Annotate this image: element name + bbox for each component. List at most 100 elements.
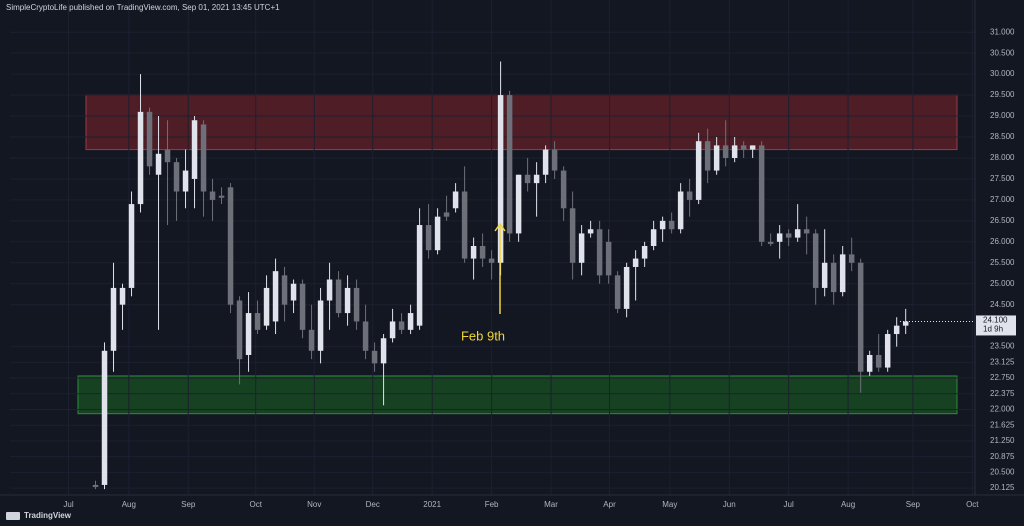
candle-body [362,321,369,351]
zones [77,94,958,415]
candle-body [416,225,423,326]
y-tick-label: 26.500 [990,216,1015,225]
y-tick-label: 27.000 [990,195,1015,204]
x-tick-label: Aug [122,500,136,509]
candle-body [407,313,414,330]
y-tick-label: 24.500 [990,300,1015,309]
candle-body [695,141,702,200]
candle-body [614,275,621,309]
zone [85,94,958,151]
x-tick-label: Mar [544,500,558,509]
candle-body [533,174,540,184]
candle-body [398,321,405,330]
candle-body [866,354,873,372]
candle-body [326,279,333,301]
candle-body [767,241,774,244]
x-tick-label: 2021 [423,500,441,509]
candle-body [587,229,594,234]
candle-body [137,111,144,205]
candle-body [470,246,477,259]
candle-body [641,246,648,259]
header: SimpleCryptoLife published on TradingVie… [6,3,280,12]
candle-body [272,271,279,322]
candle-body [497,95,504,263]
x-tick-label: Aug [841,500,855,509]
axes: 31.000 30.500 30.000 29.500 29.000 28.500 28.0… [63,27,1016,509]
y-tick-label: 20.875 [990,452,1015,461]
x-tick-label: Sep [906,500,921,509]
candle-body [893,325,900,335]
y-tick-label: 27.500 [990,174,1015,183]
candle-body [128,204,135,288]
y-tick-label: 29.000 [990,111,1015,120]
candle-body [236,300,243,360]
candle-body [506,95,513,234]
countdown: 1d 9h [983,325,1003,334]
candle-body [839,254,846,293]
y-tick-label: 23.125 [990,357,1015,366]
candle-body [731,145,738,158]
candle-body [713,145,720,171]
candle-body [659,220,666,230]
y-tick-label: 28.000 [990,153,1015,162]
price-tag-label: 24.100 [983,316,1008,325]
candle-body [452,191,459,209]
candle-body [263,287,270,326]
candle-body [722,145,729,158]
candle-body [857,262,864,372]
candle-body [668,220,675,230]
candle-body [389,321,396,339]
x-tick-label: May [662,500,677,509]
x-tick-label: Sep [181,500,196,509]
y-tick-label: 23.500 [990,342,1015,351]
candle-body [281,275,288,305]
candle-body [875,354,882,368]
candle-body [749,145,756,150]
candle-body [344,287,351,314]
candle-body [92,484,99,488]
price-tag [976,315,1016,336]
candle-body [353,287,360,322]
y-tick-label: 25.000 [990,279,1015,288]
candle-body [164,149,171,163]
candle-body [794,229,801,238]
candle-body [650,229,657,247]
candle-body [119,287,126,305]
candle-body [758,145,765,242]
x-tick-label: Apr [603,500,616,509]
candle-body [146,111,153,167]
y-tick-label: 30.500 [990,48,1015,57]
candle-body [308,329,315,351]
candle-body [560,170,567,209]
candle-body [704,141,711,171]
candle-body [299,283,306,330]
annotation: Feb 9th [461,328,505,343]
candle-body [443,212,450,217]
candle-body [686,191,693,200]
candle-body [785,233,792,238]
candle-body [605,241,612,276]
candle-body [380,338,387,364]
candle-body [479,246,486,259]
y-tick-label: 29.500 [990,90,1015,99]
candle-body [821,262,828,288]
y-tick-label: 22.000 [990,405,1015,414]
candle-body [110,287,117,351]
y-tick-label: 25.500 [990,258,1015,267]
y-tick-label: 22.750 [990,373,1015,382]
candle-body [335,279,342,314]
y-tick-label: 20.125 [990,483,1015,492]
candle-body [515,174,522,234]
x-tick-label: Oct [966,500,979,509]
candles [92,61,909,490]
footer: TradingView [24,511,72,520]
y-tick-label: 30.000 [990,69,1015,78]
candle-body [155,153,162,175]
y-tick-label: 21.625 [990,420,1015,429]
candle-body [812,233,819,288]
candle-body [227,187,234,305]
candle-body [254,313,261,330]
x-tick-label: Feb [485,500,499,509]
candle-body [542,149,549,175]
x-tick-label: Jul [63,500,73,509]
